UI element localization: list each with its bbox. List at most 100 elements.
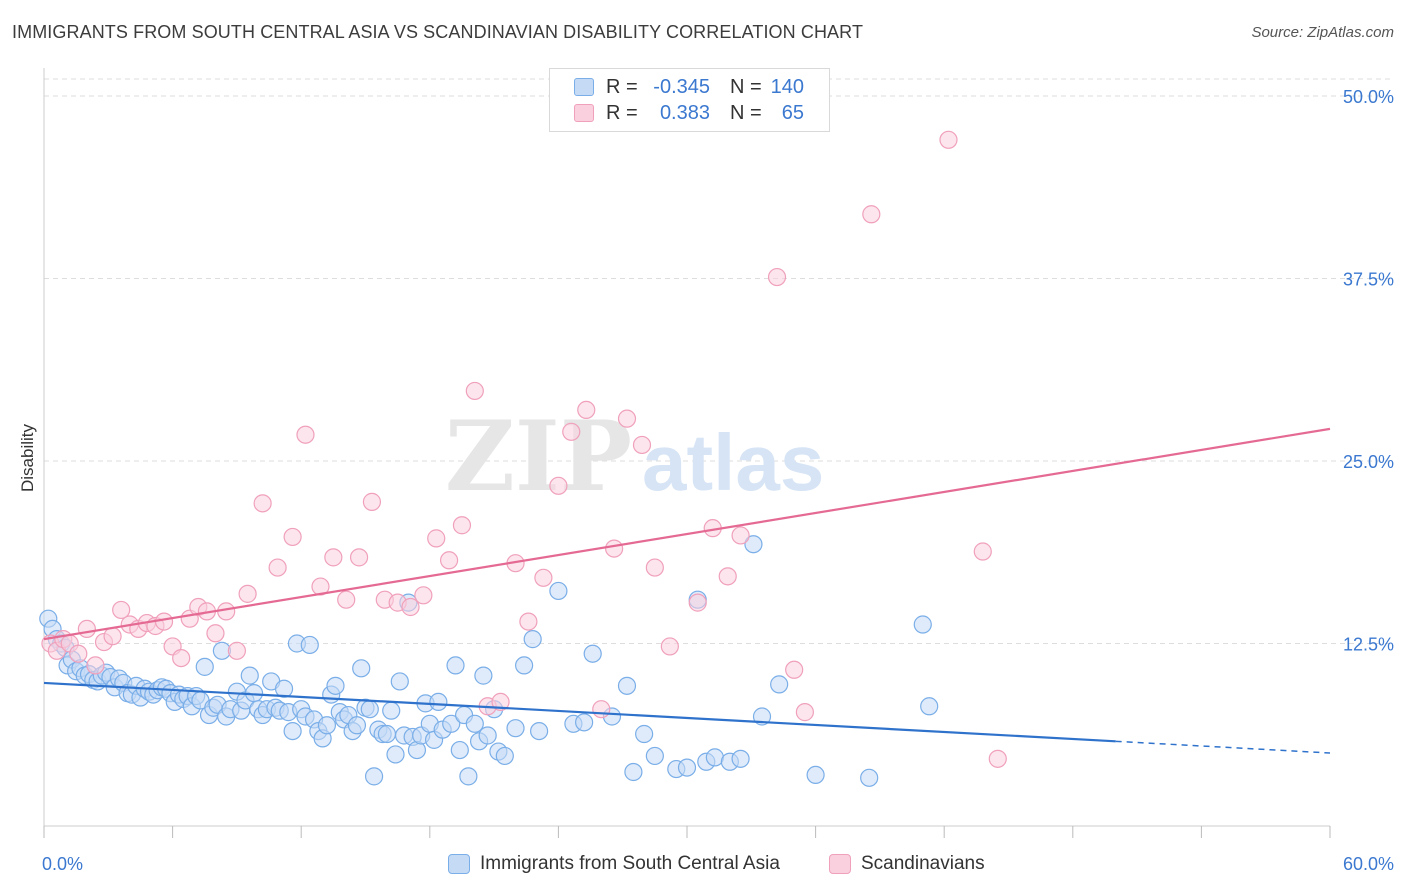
x-tick-label: 60.0% [1343, 854, 1394, 874]
data-point [347, 716, 367, 735]
data-point [349, 548, 369, 567]
data-point [862, 205, 881, 224]
legend-r-value: -0.345 [653, 75, 710, 98]
data-point [227, 641, 246, 660]
correlation-legend: R = -0.345 N = 140 R = 0.383 N = 65 [549, 68, 830, 132]
data-point [478, 726, 497, 745]
data-point [688, 593, 707, 612]
data-point [364, 767, 384, 786]
data-point [731, 749, 750, 768]
watermark-atlas: atlas [642, 418, 824, 507]
legend-item-scandinavians[interactable]: Scandinavians [829, 852, 985, 876]
trend-line-immigrants-extension [1115, 740, 1331, 754]
data-point [427, 529, 446, 548]
legend-r-label: R = [606, 75, 638, 98]
data-point [382, 701, 401, 720]
data-point [718, 567, 737, 586]
tick-labels: 12.5% 25.0% 37.5% 50.0% 0.0% 60.0% [42, 87, 1394, 874]
data-point [326, 676, 345, 695]
data-point [238, 584, 257, 603]
data-point [973, 542, 992, 561]
data-point [103, 627, 122, 646]
data-point [913, 615, 932, 634]
data-point [519, 612, 538, 631]
data-point [386, 745, 405, 764]
data-point [645, 746, 664, 766]
data-point [360, 700, 379, 719]
data-point [390, 672, 409, 691]
data-point [491, 692, 510, 712]
y-axis-label: Disability [18, 423, 37, 492]
data-point [311, 577, 330, 596]
data-point [506, 719, 525, 738]
data-point [352, 659, 371, 678]
legend-row-pink: R = 0.383 N = 65 [574, 100, 804, 126]
source-credit: Source: ZipAtlas.com [1251, 24, 1394, 41]
data-point [414, 586, 433, 605]
data-point [324, 548, 343, 567]
legend-n-value: 140 [770, 75, 804, 98]
data-point [767, 267, 787, 287]
data-point [429, 692, 448, 712]
data-point [677, 758, 697, 777]
watermark-zip: ZIP [445, 400, 632, 513]
legend-item-immigrants[interactable]: Immigrants from South Central Asia [448, 852, 780, 876]
series-scandinavians [41, 130, 1007, 768]
data-point [253, 494, 272, 513]
legend-n-label: N = [730, 101, 762, 124]
legend-swatch-blue [448, 854, 470, 874]
data-point [439, 551, 459, 570]
data-point [523, 630, 542, 649]
data-point [939, 130, 958, 149]
data-point [450, 740, 469, 760]
data-point [300, 635, 319, 655]
data-point [549, 581, 568, 601]
data-point [317, 716, 337, 735]
trend-line-scandinavians [43, 427, 1331, 641]
data-point [274, 679, 294, 698]
data-point [154, 612, 174, 631]
legend-row-blue: R = -0.345 N = 140 [574, 74, 804, 100]
data-point [534, 568, 553, 587]
legend-label-immigrants: Immigrants from South Central Asia [480, 853, 780, 874]
data-point [283, 527, 302, 547]
data-point [69, 644, 88, 663]
legend-r-value: 0.383 [659, 101, 710, 124]
data-point [337, 590, 356, 609]
data-point [731, 526, 750, 545]
data-point [446, 656, 465, 675]
data-point [465, 381, 484, 401]
data-point [549, 476, 568, 495]
data-point [988, 749, 1007, 768]
data-point [530, 721, 549, 741]
data-point [795, 703, 814, 722]
legend-n-value: 65 [781, 101, 804, 124]
data-point [86, 656, 105, 675]
data-point [744, 535, 763, 554]
data-point [806, 765, 825, 785]
data-point [645, 558, 664, 577]
legend-n-label: N = [730, 75, 762, 98]
data-point [577, 400, 596, 419]
axes [43, 68, 1331, 838]
data-point [77, 619, 96, 639]
data-point [575, 713, 594, 732]
data-point [617, 409, 637, 428]
data-point [562, 422, 581, 441]
data-point [465, 714, 484, 733]
data-point [617, 676, 637, 695]
y-tick-label: 50.0% [1343, 87, 1394, 107]
chart-title: IMMIGRANTS FROM SOUTH CENTRAL ASIA VS SC… [12, 22, 864, 42]
data-point [705, 748, 724, 767]
data-point [660, 637, 679, 656]
data-point [452, 516, 472, 535]
x-tick-label: 0.0% [42, 854, 83, 874]
data-point [860, 768, 879, 787]
legend-r-label: R = [606, 101, 638, 124]
trend-lines [43, 427, 1331, 754]
trend-line-immigrants [43, 681, 1116, 743]
data-point [206, 624, 225, 643]
data-point [632, 435, 652, 455]
data-point [296, 425, 315, 444]
